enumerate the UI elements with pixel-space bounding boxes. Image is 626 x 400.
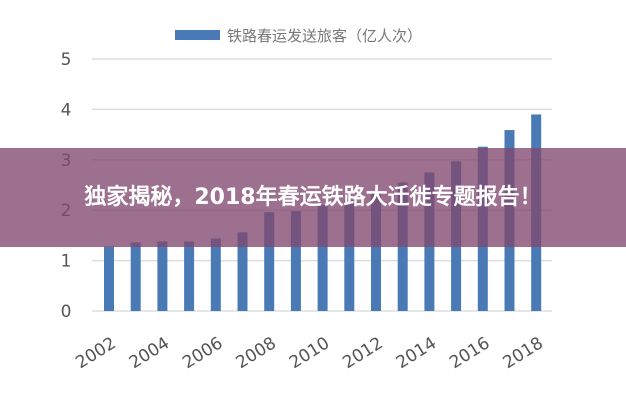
y-tick-label: 4 — [61, 100, 72, 120]
bar-2005 — [184, 241, 195, 311]
bar-2010 — [317, 205, 328, 311]
legend-label: 铁路春运发送旅客（亿人次） — [227, 27, 422, 45]
y-tick-label: 1 — [61, 252, 72, 272]
legend-swatch — [175, 30, 220, 40]
bar-2012 — [371, 192, 381, 311]
y-tick-label: 0 — [61, 302, 72, 322]
bar-2008 — [264, 212, 275, 311]
bar-2011 — [344, 200, 355, 311]
title-banner: 独家揭秘，2018年春运铁路大迁徙专题报告！ — [0, 148, 626, 247]
bar-2004 — [157, 241, 168, 311]
x-tick-label: 2002 — [72, 333, 119, 373]
x-tick-label: 2012 — [339, 333, 386, 373]
y-tick-label: 5 — [61, 50, 72, 70]
bar-2003 — [130, 242, 141, 311]
x-tick-label: 2014 — [393, 333, 440, 373]
bar-2007 — [237, 232, 248, 311]
x-tick-label: 2018 — [500, 333, 547, 373]
bar-2009 — [290, 211, 301, 311]
x-tick-label: 2010 — [286, 333, 333, 373]
x-tick-label: 2016 — [446, 333, 493, 373]
x-tick-label: 2006 — [179, 333, 226, 373]
bar-2002 — [104, 246, 114, 311]
x-tick-label: 2008 — [233, 333, 280, 373]
bar-2006 — [210, 238, 221, 311]
article-title: 独家揭秘，2018年春运铁路大迁徙专题报告！ — [84, 184, 542, 210]
x-tick-label: 2004 — [126, 333, 173, 373]
